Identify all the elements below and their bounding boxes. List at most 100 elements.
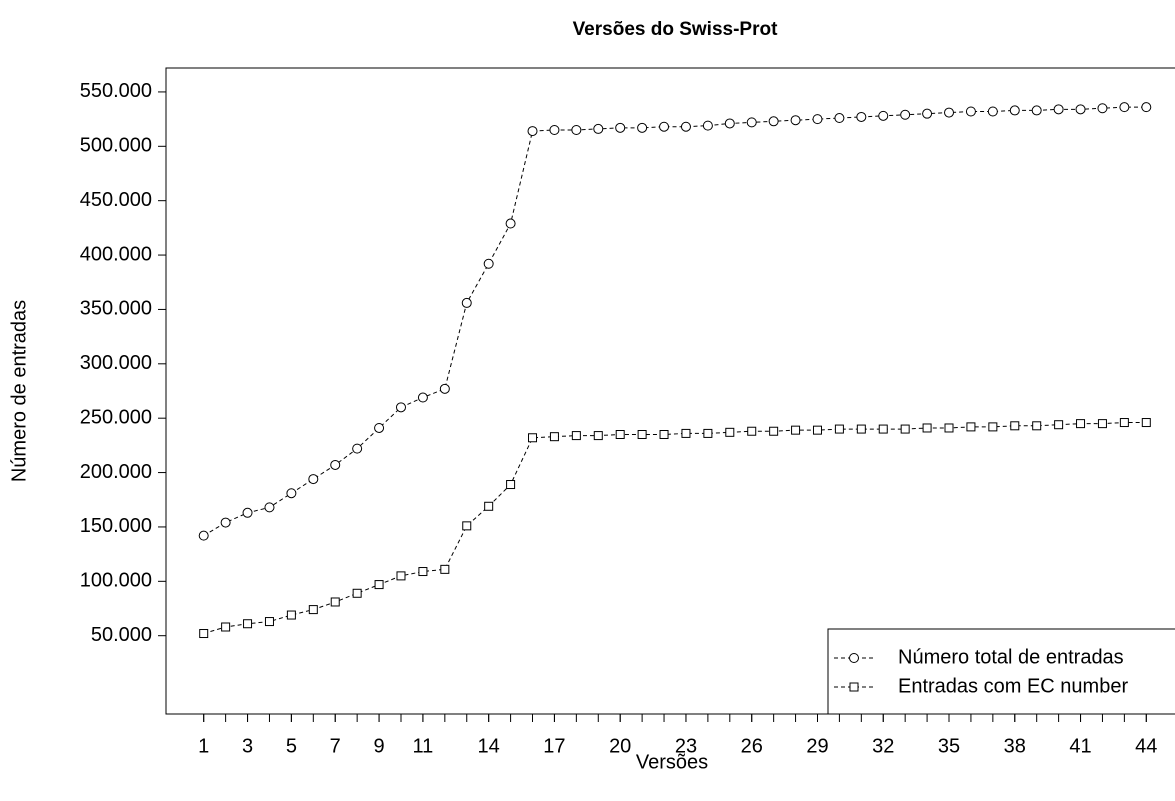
data-point: [1119, 418, 1129, 428]
data-point: [220, 517, 231, 528]
data-point: [1119, 102, 1130, 113]
data-point: [549, 124, 560, 135]
data-point: [878, 424, 888, 434]
data-point: [900, 424, 910, 434]
data-point: [856, 424, 866, 434]
data-point: [330, 597, 340, 607]
x-tick-label: 7: [330, 735, 341, 757]
data-point: [1075, 104, 1086, 115]
data-point: [988, 422, 998, 432]
series-line: [203, 422, 1147, 635]
x-tick-label: 3: [242, 735, 253, 757]
data-point: [1054, 420, 1064, 430]
data-point: [417, 392, 428, 403]
data-point: [615, 430, 625, 440]
data-point: [1076, 419, 1086, 429]
data-point: [1032, 421, 1042, 431]
data-point: [264, 617, 274, 627]
series-line: [203, 106, 1147, 537]
y-tick-label: 350.000: [80, 298, 152, 320]
data-point: [987, 106, 998, 117]
x-tick-label: 9: [374, 735, 385, 757]
data-point: [243, 619, 253, 629]
data-point: [396, 571, 406, 581]
data-point: [461, 297, 472, 308]
data-point: [944, 107, 955, 118]
data-point: [790, 115, 801, 126]
legend-box: [827, 628, 1175, 715]
data-point: [374, 580, 384, 590]
legend-label: Número total de entradas: [898, 646, 1124, 668]
data-point: [352, 588, 362, 598]
y-tick-label: 100.000: [80, 570, 152, 592]
data-point: [528, 433, 538, 443]
data-point: [1010, 421, 1020, 431]
data-point: [374, 422, 385, 433]
data-point: [505, 218, 516, 229]
x-tick-label: 20: [609, 735, 631, 757]
data-point: [308, 605, 318, 615]
data-point: [242, 507, 253, 518]
y-tick-label: 150.000: [80, 515, 152, 537]
data-point: [1141, 418, 1151, 428]
y-tick-label: 500.000: [80, 135, 152, 157]
x-tick-label: 29: [806, 735, 828, 757]
data-point: [286, 488, 297, 499]
data-point: [680, 121, 691, 132]
data-point: [922, 423, 932, 433]
data-point: [440, 564, 450, 574]
data-point: [703, 428, 713, 438]
data-point: [856, 111, 867, 122]
y-tick-label: 450.000: [80, 189, 152, 211]
data-point: [483, 258, 494, 269]
data-point: [637, 430, 647, 440]
x-tick-label: 32: [872, 735, 894, 757]
plot-frame: [165, 67, 1175, 715]
data-point: [462, 521, 472, 531]
data-point: [944, 423, 954, 433]
data-point: [768, 116, 779, 127]
x-tick-label: 38: [1004, 735, 1026, 757]
data-point: [659, 121, 670, 132]
data-point: [922, 108, 933, 119]
data-point: [264, 502, 275, 513]
x-tick-label: 5: [286, 735, 297, 757]
data-point: [352, 443, 363, 454]
data-point: [681, 428, 691, 438]
data-point: [615, 122, 626, 133]
data-point: [221, 622, 231, 632]
y-tick-label: 550.000: [80, 80, 152, 102]
data-point: [484, 501, 494, 511]
data-point: [308, 474, 319, 485]
x-tick-label: 35: [938, 735, 960, 757]
data-point: [439, 383, 450, 394]
data-point: [549, 432, 559, 442]
data-point: [769, 426, 779, 436]
data-point: [1097, 419, 1107, 429]
data-point: [571, 431, 581, 441]
legend-marker: [849, 682, 859, 692]
data-point: [966, 422, 976, 432]
data-point: [812, 425, 822, 435]
data-point: [199, 629, 209, 639]
data-point: [878, 110, 889, 121]
data-point: [286, 610, 296, 620]
chart-title: Versões do Swiss-Prot: [573, 19, 779, 40]
x-tick-label: 1: [198, 735, 209, 757]
data-point: [724, 118, 735, 129]
data-point: [330, 459, 341, 470]
data-point: [1097, 103, 1108, 114]
x-tick-label: 44: [1135, 735, 1157, 757]
data-point: [747, 426, 757, 436]
data-point: [198, 530, 209, 541]
x-tick-label: 14: [478, 735, 500, 757]
data-point: [900, 109, 911, 120]
x-tick-label: 41: [1069, 735, 1091, 757]
x-tick-label: 11: [413, 735, 434, 757]
data-point: [965, 106, 976, 117]
data-point: [1141, 102, 1152, 113]
data-point: [593, 431, 603, 441]
y-tick-label: 200.000: [80, 461, 152, 483]
y-tick-label: 50.000: [91, 624, 152, 646]
data-point: [746, 117, 757, 128]
